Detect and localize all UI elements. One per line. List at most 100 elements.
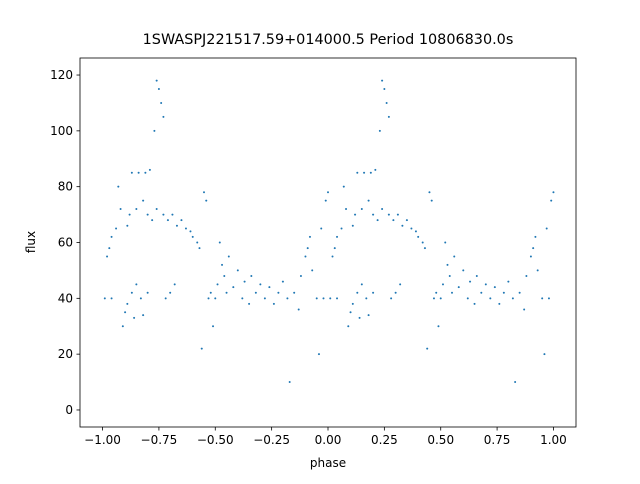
data-point [130, 291, 133, 294]
chart-title: 1SWASPJ221517.59+014000.5 Period 1080683… [143, 32, 514, 48]
data-point [426, 347, 429, 350]
data-point [333, 247, 336, 250]
data-point [372, 291, 375, 294]
data-point [110, 297, 113, 300]
data-point [439, 297, 442, 300]
plot-area [103, 79, 555, 384]
data-point [153, 129, 156, 132]
data-point [396, 213, 399, 216]
data-point [351, 302, 354, 305]
y-tick-label: 80 [58, 180, 73, 194]
data-point [139, 297, 142, 300]
data-point [356, 171, 359, 174]
data-point [532, 247, 535, 250]
data-point [162, 115, 165, 118]
data-point [103, 297, 106, 300]
data-point [171, 213, 174, 216]
data-point [299, 274, 302, 277]
data-point [225, 291, 228, 294]
data-point [451, 291, 453, 294]
data-point [394, 291, 397, 294]
data-point [304, 255, 307, 258]
data-point [293, 291, 296, 294]
data-point [196, 241, 199, 244]
data-point [358, 316, 361, 319]
data-point [480, 291, 483, 294]
data-point [212, 325, 215, 328]
data-point [401, 224, 404, 227]
data-point [410, 227, 413, 230]
data-point [475, 274, 478, 277]
data-point [414, 230, 417, 233]
data-point [243, 280, 246, 283]
data-point [340, 227, 343, 230]
data-point [529, 255, 532, 258]
data-point [207, 297, 210, 300]
data-point [469, 280, 472, 283]
data-point [399, 283, 402, 286]
data-point [254, 291, 257, 294]
x-tick-label: −0.75 [141, 433, 178, 447]
data-point [124, 311, 127, 314]
y-tick-label: 100 [50, 124, 73, 138]
data-point [248, 302, 251, 305]
data-point [444, 241, 447, 244]
data-point [308, 235, 311, 238]
data-point [126, 224, 129, 227]
data-point [281, 280, 284, 283]
data-point [315, 297, 318, 300]
data-point [142, 314, 145, 317]
data-point [286, 297, 289, 300]
y-tick-label: 0 [65, 403, 73, 417]
data-point [385, 101, 388, 104]
x-tick-label: 0.00 [315, 433, 342, 447]
data-point [545, 227, 548, 230]
data-point [541, 297, 544, 300]
data-point [137, 171, 140, 174]
data-point [209, 291, 212, 294]
data-point [191, 235, 194, 238]
data-point [372, 213, 375, 216]
data-point [297, 308, 300, 311]
data-point [198, 247, 201, 250]
x-tick-label: 0.25 [371, 433, 398, 447]
data-point [250, 274, 253, 277]
data-point [367, 314, 370, 317]
data-point [232, 286, 235, 289]
data-point [277, 291, 280, 294]
data-point [175, 224, 178, 227]
data-point [354, 213, 357, 216]
data-point [320, 227, 323, 230]
data-point [218, 241, 221, 244]
data-point [227, 255, 230, 258]
data-point [536, 269, 539, 272]
data-point [383, 87, 386, 90]
data-point [184, 227, 187, 230]
data-point [507, 280, 510, 283]
data-point [327, 191, 329, 194]
data-point [421, 241, 424, 244]
data-point [457, 286, 460, 289]
data-point [378, 129, 381, 132]
data-point [511, 297, 514, 300]
data-point [550, 199, 553, 202]
data-point [360, 208, 363, 211]
data-point [543, 353, 546, 356]
data-point [214, 297, 217, 300]
data-point [162, 213, 165, 216]
data-point [200, 347, 203, 350]
data-point [430, 199, 433, 202]
data-point [493, 286, 496, 289]
data-point [349, 311, 352, 314]
data-point [148, 168, 151, 171]
data-point [205, 199, 208, 202]
data-point [180, 219, 183, 222]
data-point [518, 291, 521, 294]
data-point [317, 353, 320, 356]
data-point [311, 269, 314, 272]
data-point [135, 208, 138, 211]
data-point [351, 224, 354, 227]
data-point [498, 302, 501, 305]
data-point [392, 219, 395, 222]
